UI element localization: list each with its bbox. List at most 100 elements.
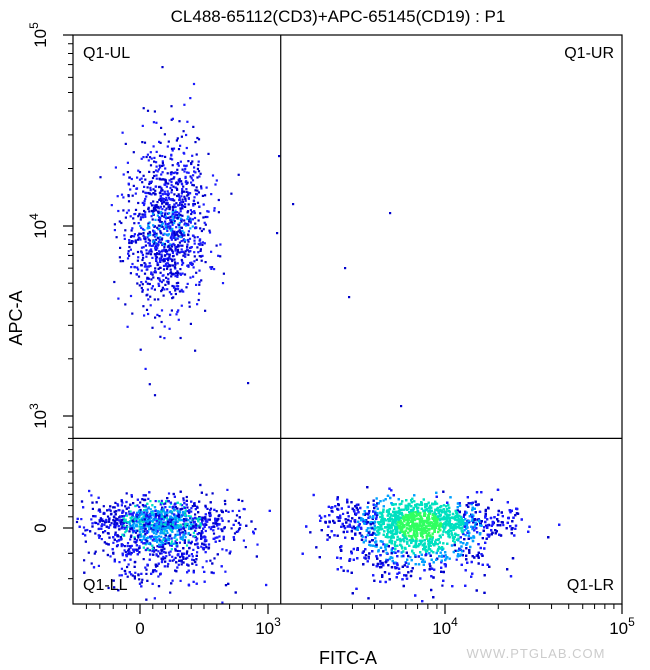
data-point — [200, 259, 203, 262]
data-point — [181, 214, 184, 217]
data-point — [147, 222, 150, 225]
data-point — [140, 281, 143, 284]
data-point — [170, 293, 173, 296]
data-point — [161, 243, 164, 247]
data-point — [186, 194, 189, 197]
data-point — [148, 558, 151, 561]
data-point — [163, 260, 166, 263]
data-point — [121, 509, 124, 512]
data-point — [180, 250, 183, 254]
data-point — [147, 513, 150, 517]
data-point — [160, 513, 163, 516]
data-point — [181, 536, 184, 539]
data-point — [153, 506, 157, 509]
data-point — [164, 515, 167, 519]
data-point — [182, 547, 185, 550]
data-point — [174, 292, 177, 296]
data-point — [187, 233, 190, 237]
data-point — [155, 570, 158, 573]
data-point — [136, 529, 139, 532]
data-point — [176, 501, 179, 504]
data-point — [154, 509, 157, 512]
data-point — [99, 510, 102, 513]
data-point — [160, 178, 163, 181]
data-point — [161, 502, 164, 505]
data-point — [199, 248, 202, 251]
data-point — [232, 536, 235, 539]
data-point — [117, 589, 120, 592]
data-point — [153, 524, 156, 527]
data-point — [223, 526, 226, 529]
data-point — [149, 512, 152, 515]
data-point — [162, 279, 165, 282]
data-point — [184, 536, 187, 539]
data-point — [204, 536, 207, 539]
data-point — [151, 530, 154, 533]
data-point — [130, 524, 133, 528]
data-point — [133, 527, 136, 530]
data-point — [132, 184, 135, 187]
data-point — [193, 251, 196, 254]
data-point — [146, 520, 150, 523]
data-point — [196, 201, 200, 204]
data-point — [157, 277, 160, 280]
data-point — [177, 510, 180, 513]
data-point — [195, 283, 198, 286]
data-point — [83, 571, 86, 574]
data-point — [141, 253, 144, 256]
data-point — [165, 202, 168, 205]
data-point — [178, 241, 181, 244]
data-point — [172, 542, 175, 545]
data-point — [158, 238, 161, 241]
data-point — [169, 218, 172, 221]
data-point — [176, 507, 179, 510]
data-point — [167, 535, 170, 538]
data-point — [167, 273, 170, 276]
data-point — [166, 253, 169, 256]
data-point — [187, 160, 190, 163]
data-point — [161, 164, 164, 167]
data-point — [136, 250, 140, 254]
data-point — [127, 506, 130, 509]
data-point — [187, 197, 190, 200]
data-point — [169, 528, 172, 532]
data-point — [95, 521, 98, 525]
data-point — [201, 241, 204, 244]
data-point — [136, 517, 139, 520]
data-point — [165, 239, 168, 243]
data-point — [204, 194, 207, 197]
data-point — [191, 218, 194, 221]
data-point — [127, 194, 130, 197]
data-point — [188, 526, 191, 529]
data-point — [106, 509, 109, 512]
data-point — [164, 539, 167, 542]
data-point — [198, 281, 201, 284]
data-point — [123, 521, 126, 524]
data-point — [216, 522, 219, 525]
data-point — [227, 582, 230, 585]
data-point — [132, 240, 135, 243]
data-point — [178, 203, 181, 207]
data-point — [147, 277, 150, 280]
data-point — [204, 309, 207, 312]
data-point — [202, 516, 205, 519]
data-point — [130, 551, 133, 555]
data-point — [181, 518, 184, 522]
data-point — [134, 208, 138, 211]
data-point — [193, 239, 196, 242]
data-point — [169, 542, 173, 545]
data-point — [141, 530, 144, 534]
data-point — [157, 514, 160, 517]
data-point — [199, 212, 202, 215]
data-point — [160, 126, 163, 129]
data-point — [109, 509, 112, 512]
data-point — [91, 507, 94, 510]
data-point — [162, 541, 165, 545]
data-point — [143, 513, 146, 516]
data-point — [124, 505, 127, 508]
data-point — [176, 245, 179, 248]
data-point — [193, 170, 196, 173]
data-point — [154, 530, 157, 533]
data-point — [140, 539, 143, 542]
data-point — [134, 560, 137, 564]
